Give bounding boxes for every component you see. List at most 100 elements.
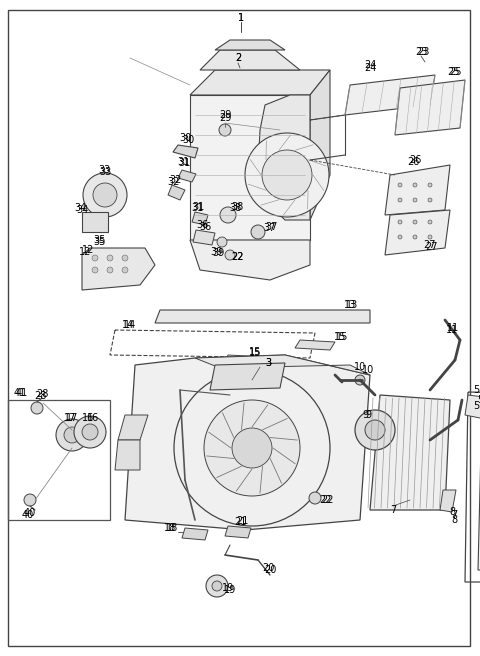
Circle shape (24, 494, 36, 506)
Circle shape (206, 575, 228, 597)
Text: 13: 13 (344, 300, 356, 310)
Circle shape (355, 410, 395, 450)
Polygon shape (195, 355, 370, 375)
Polygon shape (190, 240, 310, 280)
Circle shape (428, 183, 432, 187)
Circle shape (107, 267, 113, 273)
Polygon shape (465, 395, 480, 420)
Text: 22: 22 (231, 252, 243, 262)
Circle shape (93, 183, 117, 207)
Text: 18: 18 (166, 523, 178, 533)
Polygon shape (210, 363, 285, 390)
Text: 8: 8 (449, 507, 455, 517)
Text: 25: 25 (447, 67, 459, 77)
Text: 2: 2 (235, 53, 241, 63)
Circle shape (262, 150, 312, 200)
Text: 34: 34 (76, 205, 88, 215)
Text: 19: 19 (222, 583, 234, 593)
Circle shape (428, 198, 432, 202)
Text: 25: 25 (450, 67, 462, 77)
Circle shape (398, 220, 402, 224)
Polygon shape (224, 355, 266, 365)
Text: 7: 7 (451, 510, 457, 520)
Text: 2: 2 (235, 53, 241, 63)
Text: 11: 11 (447, 323, 459, 333)
Text: 38: 38 (231, 202, 243, 212)
Text: 36: 36 (196, 220, 208, 230)
Circle shape (83, 173, 127, 217)
Circle shape (245, 133, 329, 217)
Text: 14: 14 (122, 320, 134, 330)
Text: 7: 7 (390, 505, 396, 515)
Polygon shape (385, 165, 450, 215)
Text: 30: 30 (179, 133, 191, 143)
Circle shape (225, 250, 235, 260)
Circle shape (82, 424, 98, 440)
Circle shape (217, 237, 227, 247)
Text: 22: 22 (322, 495, 334, 505)
Text: 37: 37 (264, 223, 276, 233)
Text: 31: 31 (177, 157, 189, 167)
Circle shape (74, 416, 106, 448)
Text: 35: 35 (94, 237, 106, 247)
Text: 5: 5 (477, 395, 480, 405)
Circle shape (31, 402, 43, 414)
Text: 29: 29 (219, 110, 231, 120)
Circle shape (251, 225, 265, 239)
Text: 21: 21 (234, 517, 246, 527)
Polygon shape (193, 230, 215, 245)
Text: 1: 1 (238, 13, 244, 23)
Text: 36: 36 (199, 222, 211, 232)
Text: 15: 15 (334, 332, 346, 342)
Text: 12: 12 (79, 247, 91, 257)
Polygon shape (125, 355, 370, 530)
Text: 22: 22 (231, 252, 243, 262)
Text: 35: 35 (94, 235, 106, 245)
Polygon shape (115, 440, 140, 470)
Text: 31: 31 (192, 202, 204, 212)
Text: 24: 24 (364, 63, 376, 73)
Text: 13: 13 (346, 300, 358, 310)
Text: 33: 33 (98, 165, 110, 175)
Circle shape (413, 198, 417, 202)
Text: 28: 28 (34, 391, 46, 401)
Circle shape (365, 420, 385, 440)
Circle shape (309, 492, 321, 504)
Circle shape (413, 235, 417, 239)
Circle shape (122, 255, 128, 261)
Circle shape (92, 267, 98, 273)
Text: 17: 17 (64, 413, 76, 423)
Polygon shape (295, 340, 335, 350)
Text: 40: 40 (22, 510, 34, 520)
Text: 8: 8 (451, 515, 457, 525)
Polygon shape (395, 80, 465, 135)
Text: 27: 27 (426, 242, 438, 252)
Text: 18: 18 (164, 523, 176, 533)
Text: 32: 32 (169, 175, 181, 185)
Text: 33: 33 (99, 167, 111, 177)
Polygon shape (345, 75, 435, 115)
Text: 11: 11 (446, 325, 458, 335)
Circle shape (413, 220, 417, 224)
Text: 34: 34 (74, 203, 86, 213)
Text: 20: 20 (262, 563, 274, 573)
Text: 29: 29 (219, 113, 231, 123)
Text: 20: 20 (264, 565, 276, 575)
Polygon shape (155, 310, 370, 323)
Polygon shape (118, 415, 148, 440)
Polygon shape (225, 526, 251, 538)
Polygon shape (173, 145, 198, 158)
Polygon shape (370, 395, 450, 510)
Text: 21: 21 (236, 516, 248, 526)
Circle shape (122, 267, 128, 273)
Text: 15: 15 (249, 348, 261, 358)
Circle shape (428, 220, 432, 224)
Circle shape (92, 255, 98, 261)
Text: 19: 19 (224, 585, 236, 595)
Polygon shape (385, 210, 450, 255)
Polygon shape (478, 405, 480, 570)
Text: 41: 41 (14, 388, 26, 398)
Text: 12: 12 (82, 245, 94, 255)
Circle shape (355, 375, 365, 385)
Text: 15: 15 (249, 347, 261, 357)
